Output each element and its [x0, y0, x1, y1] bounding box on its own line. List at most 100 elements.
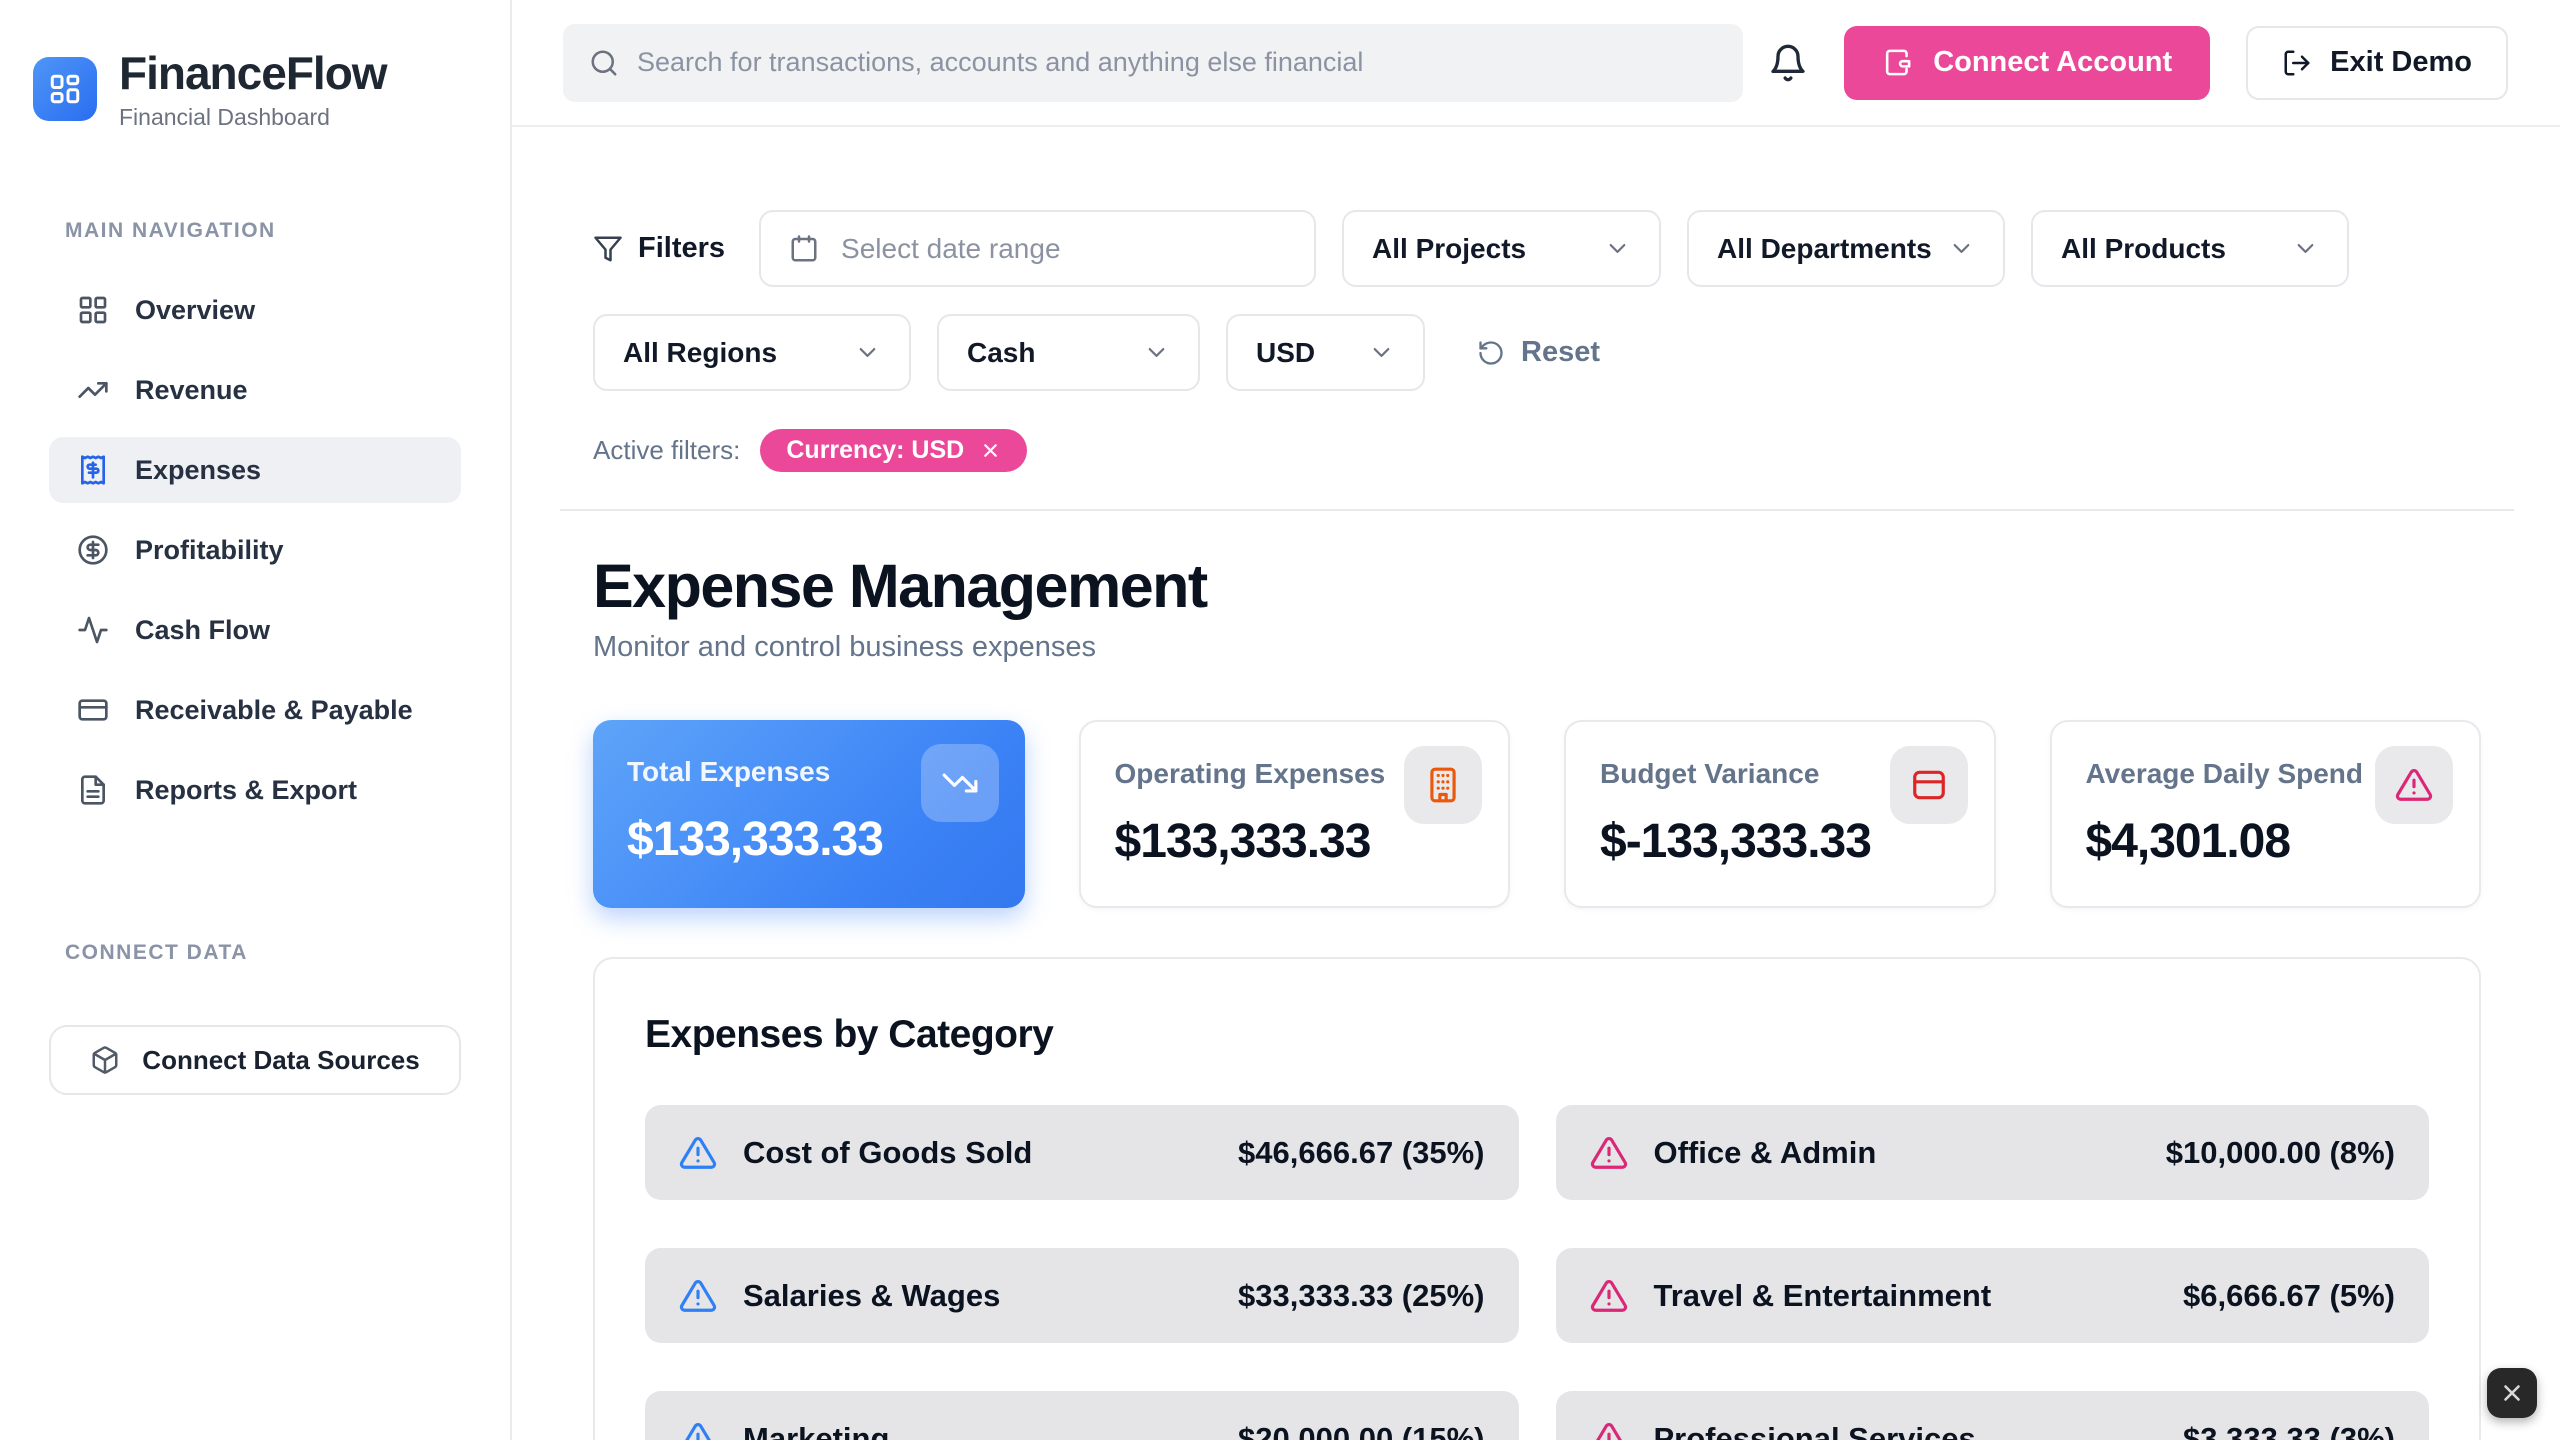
chevron-down-icon [1148, 348, 1165, 357]
sidebar-item-receivable-payable[interactable]: Receivable & Payable [49, 677, 461, 743]
stat-card-budget-variance[interactable]: Budget Variance $-133,333.33 [1564, 720, 1996, 908]
sidebar-item-label: Expenses [135, 454, 262, 485]
expenses-by-category-card: Expenses by Category Cost of Goods Sold … [593, 957, 2481, 1440]
date-range-input[interactable]: Select date range [759, 210, 1317, 287]
active-filters-row: Active filters: Currency: USD [593, 429, 2514, 472]
bell-icon [1771, 44, 1805, 81]
regions-filter[interactable]: All Regions [593, 314, 911, 391]
exit-demo-button[interactable]: Exit Demo [2246, 25, 2508, 100]
stat-card-operating-expenses[interactable]: Operating Expenses $133,333.33 [1078, 720, 1510, 908]
credit-card-icon [77, 694, 109, 726]
content-area: Filters Select date range All Projects A… [512, 127, 2560, 1440]
category-row-cost-of-goods-sold[interactable]: Cost of Goods Sold $46,666.67 (35%) [645, 1105, 1519, 1200]
stat-value: $4,301.08 [2085, 815, 2292, 868]
receipt-icon [77, 454, 109, 486]
alert-triangle-icon [1590, 1279, 1627, 1312]
category-row-travel-entertainment[interactable]: Travel & Entertainment $6,666.67 (5%) [1555, 1248, 2429, 1343]
sidebar-item-revenue[interactable]: Revenue [49, 357, 461, 423]
category-row-marketing[interactable]: Marketing $20,000.00 (15%) [645, 1391, 1519, 1440]
expenses-by-category-title: Expenses by Category [645, 1013, 1054, 1056]
currency-filter-value: USD [1256, 336, 1316, 368]
category-value: $33,333.33 (25%) [1238, 1277, 1485, 1313]
sidebar: FinanceFlow Financial Dashboard MAIN NAV… [0, 0, 512, 1440]
chevron-down-icon [1953, 244, 1970, 253]
alert-triangle-icon [1590, 1136, 1627, 1169]
category-row-professional-services[interactable]: Professional Services $3,333.33 (3%) [1555, 1391, 2429, 1440]
products-filter-value: All Products [2061, 232, 2226, 264]
chevron-down-icon [1609, 244, 1626, 253]
projects-filter[interactable]: All Projects [1342, 210, 1662, 287]
connect-account-label: Connect Account [1933, 46, 2173, 78]
file-text-icon [77, 774, 109, 806]
activity-icon [77, 614, 109, 646]
reset-filters-button[interactable]: Reset [1477, 336, 1600, 369]
category-value: $46,666.67 (35%) [1238, 1134, 1485, 1170]
stat-label: Average Daily Spend [2085, 758, 2364, 789]
stat-label: Budget Variance [1600, 758, 1820, 789]
exit-demo-label: Exit Demo [2330, 46, 2472, 78]
stat-label: Total Expenses [627, 756, 831, 787]
connect-account-button[interactable]: Connect Account [1844, 25, 2211, 100]
app-title: FinanceFlow [119, 47, 388, 99]
departments-filter-value: All Departments [1717, 232, 1932, 264]
sidebar-item-cash-flow[interactable]: Cash Flow [49, 597, 461, 663]
chevron-down-icon [1373, 348, 1390, 357]
stat-icon-chip [920, 744, 999, 822]
stat-cards-row: Total Expenses $133,333.33 Operating Exp… [593, 720, 2481, 908]
regions-filter-value: All Regions [623, 336, 778, 368]
category-row-salaries-wages[interactable]: Salaries & Wages $33,333.33 (25%) [645, 1248, 1519, 1343]
category-value: $10,000.00 (8%) [2165, 1134, 2395, 1170]
alert-triangle-icon [2395, 769, 2433, 801]
products-filter[interactable]: All Products [2031, 210, 2350, 287]
close-icon [2504, 1385, 2520, 1401]
active-filter-chip-currency[interactable]: Currency: USD [760, 429, 1028, 472]
chevron-down-icon [2297, 244, 2314, 253]
search-bar[interactable] [563, 23, 1743, 102]
category-value: $20,000.00 (15%) [1238, 1420, 1485, 1440]
reset-filters-label: Reset [1521, 336, 1600, 368]
section-divider [560, 509, 2514, 511]
page-title: Expense Management [593, 552, 1208, 620]
category-label: Professional Services [1653, 1420, 1976, 1440]
stat-icon-chip [1404, 746, 1482, 824]
filters-label: Filters [638, 232, 726, 264]
search-input[interactable] [637, 47, 1717, 78]
sidebar-item-overview[interactable]: Overview [49, 277, 461, 343]
category-label: Salaries & Wages [743, 1277, 1001, 1313]
main-navigation: Overview Revenue Expenses Profitability [0, 277, 510, 823]
brand-logo-icon [33, 56, 97, 121]
credit-card-icon [1912, 770, 1945, 800]
chevron-down-icon [859, 348, 876, 357]
category-label: Marketing [743, 1420, 890, 1440]
connect-data-sources-label: Connect Data Sources [142, 1044, 420, 1075]
stat-icon-chip [1889, 746, 1968, 824]
search-icon [591, 50, 617, 75]
departments-filter[interactable]: All Departments [1687, 210, 2006, 287]
currency-filter[interactable]: USD [1226, 314, 1425, 391]
filters-label-group: Filters [593, 232, 725, 265]
close-widget-button[interactable] [2487, 1368, 2537, 1418]
sidebar-item-expenses[interactable]: Expenses [49, 437, 461, 503]
category-label: Travel & Entertainment [1653, 1277, 1992, 1313]
connect-data-sources-button[interactable]: Connect Data Sources [49, 1025, 461, 1095]
filters-row-1: Filters Select date range All Projects A… [593, 210, 2514, 287]
notifications-button[interactable] [1768, 43, 1808, 83]
wallet-icon [1886, 49, 1911, 76]
stat-value: $133,333.33 [1114, 815, 1372, 868]
sidebar-item-label: Revenue [135, 374, 248, 405]
category-row-office-admin[interactable]: Office & Admin $10,000.00 (8%) [1555, 1105, 2429, 1200]
stat-value: $-133,333.33 [1600, 815, 1872, 868]
category-value: $6,666.67 (5%) [2183, 1277, 2395, 1313]
date-range-placeholder: Select date range [841, 232, 1061, 264]
payment-method-filter[interactable]: Cash [937, 314, 1200, 391]
stat-card-total-expenses[interactable]: Total Expenses $133,333.33 [593, 720, 1025, 908]
close-icon [984, 444, 998, 457]
filters-row-2: All Regions Cash USD Reset [593, 314, 2514, 391]
app-subtitle: Financial Dashboard [119, 104, 330, 130]
sidebar-item-profitability[interactable]: Profitability [49, 517, 461, 583]
rotate-ccw-icon [1479, 340, 1503, 365]
sidebar-item-reports-export[interactable]: Reports & Export [49, 757, 461, 823]
stat-card-average-daily-spend[interactable]: Average Daily Spend $4,301.08 [2049, 720, 2481, 908]
funnel-icon [594, 236, 622, 261]
